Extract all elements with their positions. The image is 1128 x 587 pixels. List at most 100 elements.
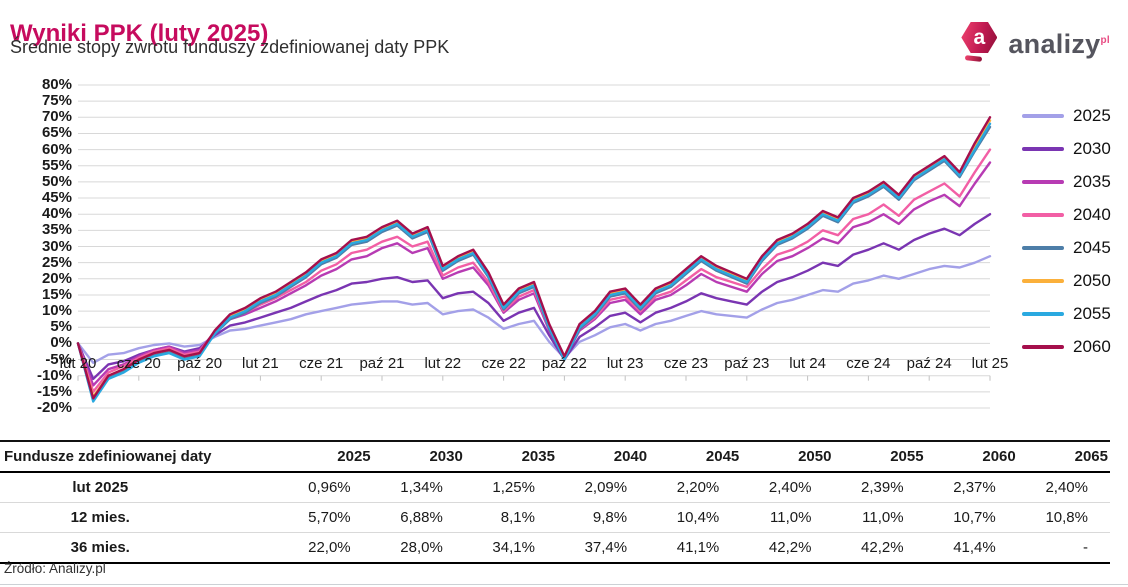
legend-label: 2050 — [1073, 270, 1111, 290]
legend-line-icon — [1022, 179, 1064, 184]
table-cell: 22,0% — [280, 532, 373, 564]
x-axis-tick-label: lut 22 — [424, 355, 462, 373]
table-cell: 41,1% — [649, 532, 742, 564]
row-label: lut 2025 — [0, 472, 281, 503]
table-cell: 11,0% — [833, 502, 926, 533]
table-header-cell: 2050 — [741, 441, 834, 473]
table-header-cell: 2035 — [464, 441, 557, 473]
table-cell: 1,25% — [464, 472, 557, 503]
y-axis-tick-label: 60% — [41, 140, 72, 158]
table-cell: 11,0% — [741, 502, 834, 533]
legend-item-2055: 2055 — [1022, 302, 1111, 325]
table-header-cell: 2040 — [556, 441, 650, 473]
x-axis-tick-label: cze 20 — [116, 355, 161, 373]
series-line-2030 — [76, 212, 992, 381]
y-axis-tick-label: 45% — [41, 189, 72, 207]
x-axis-tick-label: paź 24 — [906, 355, 952, 373]
chart-legend: 2025 2030 2035 2040 2045 2050 2055 2060 — [1022, 104, 1111, 358]
returns-table: Fundusze zdefiniowanej daty 2025 2030 2035 2… — [0, 440, 1110, 564]
page-title: Wyniki PPK (luty 2025) — [10, 20, 269, 48]
x-axis-tick-label: paź 23 — [724, 355, 770, 373]
table-cell: 2,39% — [833, 472, 926, 503]
table-header-cell: 2055 — [833, 441, 926, 473]
x-axis-tick-label: lut 23 — [606, 355, 644, 373]
x-axis-tick-label: lut 24 — [789, 355, 826, 373]
y-axis-tick-label: 40% — [41, 205, 72, 223]
table-cell: 2,37% — [925, 472, 1018, 503]
legend-item-2035: 2035 — [1022, 170, 1111, 193]
series-line-2035 — [76, 161, 992, 387]
y-axis-tick-label: 65% — [41, 124, 72, 142]
table-header-cell: Fundusze zdefiniowanej daty — [0, 441, 281, 473]
y-axis-tick-label: 10% — [41, 302, 72, 320]
legend-line-icon — [1022, 311, 1064, 316]
x-axis-tick-label: lut 21 — [242, 355, 279, 373]
x-axis-tick-label: cze 21 — [299, 355, 344, 373]
y-axis-tick-label: -5% — [45, 350, 72, 368]
table-cell: - — [1017, 532, 1110, 564]
table-header-cell: 2030 — [372, 441, 465, 473]
x-axis-tick-label: lut 25 — [971, 355, 1009, 373]
y-axis-tick-label: -15% — [36, 382, 72, 400]
legend-label: 2035 — [1073, 171, 1111, 191]
table-cell: 1,34% — [372, 472, 465, 503]
analizy-logo-icon: a — [961, 22, 999, 66]
x-axis-tick-label: cze 24 — [846, 355, 891, 373]
legend-item-2025: 2025 — [1022, 104, 1111, 127]
legend-line-icon — [1022, 344, 1064, 349]
legend-label: 2025 — [1073, 105, 1111, 125]
table-cell: 10,7% — [925, 502, 1018, 533]
y-axis-tick-label: 70% — [41, 108, 72, 126]
table-cell: 6,88% — [372, 502, 465, 533]
y-axis-tick-label: -20% — [36, 399, 72, 416]
y-axis-tick-label: 75% — [41, 92, 72, 110]
legend-label: 2040 — [1073, 204, 1111, 224]
table-cell: 0,96% — [280, 472, 373, 503]
x-axis-tick-label: cze 23 — [663, 355, 709, 373]
legend-line-icon — [1022, 278, 1064, 283]
y-axis-tick-label: 0% — [50, 334, 72, 352]
table-cell: 42,2% — [741, 532, 834, 564]
legend-label: 2055 — [1073, 303, 1111, 323]
table-cell: 42,2% — [833, 532, 926, 564]
y-axis-tick-label: 20% — [41, 269, 72, 287]
y-axis-tick-label: -10% — [36, 366, 72, 384]
table-cell: 41,4% — [925, 532, 1018, 564]
x-axis-tick-label: cze 22 — [481, 355, 526, 373]
y-axis-tick-label: 30% — [41, 237, 72, 255]
plot-area — [76, 84, 992, 409]
x-axis-tick-label: paź 21 — [359, 355, 405, 373]
table-cell: 2,20% — [649, 472, 742, 503]
legend-line-icon — [1022, 113, 1064, 118]
legend-item-2060: 2060 — [1022, 335, 1111, 358]
row-label: 36 mies. — [0, 532, 281, 564]
table-cell: 8,1% — [464, 502, 557, 533]
table-header-cell: 2045 — [649, 441, 742, 473]
logo-letter: a — [973, 25, 986, 49]
x-axis-tick-label: paź 20 — [177, 355, 223, 373]
table-cell: 10,4% — [649, 502, 742, 533]
page-subtitle: Średnie stopy zwrotu funduszy zdefiniowa… — [10, 37, 450, 57]
y-axis-tick-label: 55% — [41, 156, 72, 174]
logo-text: analizypl — [1008, 29, 1110, 60]
y-axis-tick-label: 25% — [41, 253, 72, 271]
y-axis-tick-label: 5% — [50, 318, 72, 336]
analizy-logo: a analizypl — [961, 22, 1110, 66]
x-axis-tick-label: lut 20 — [59, 355, 97, 373]
table-header-cell: 2065 — [1017, 441, 1110, 473]
legend-label: 2060 — [1073, 336, 1111, 356]
table-cell: 28,0% — [372, 532, 465, 564]
table-header-row: Fundusze zdefiniowanej daty 2025 2030 2035 2… — [0, 441, 1110, 473]
returns-line-chart: 2025 2030 2035 2040 2045 2050 2055 2060 80% 75% 7… — [36, 76, 1111, 416]
source-note: Źródło: Analizy.pl — [4, 561, 106, 576]
series-line-2060 — [76, 116, 992, 400]
legend-label: 2045 — [1073, 237, 1111, 257]
series-line-2025 — [76, 254, 992, 364]
bottom-divider — [0, 584, 1128, 585]
table-cell: 5,70% — [280, 502, 373, 533]
legend-label: 2030 — [1073, 138, 1111, 158]
table-row: 36 mies. 22,0% 28,0% 34,1% 37,4% 41,1% 42,2% 42… — [0, 532, 1110, 564]
table-header-cell: 2025 — [280, 441, 373, 473]
logo-wordmark: analizy — [1008, 28, 1101, 59]
logo-superscript: pl — [1100, 34, 1110, 46]
